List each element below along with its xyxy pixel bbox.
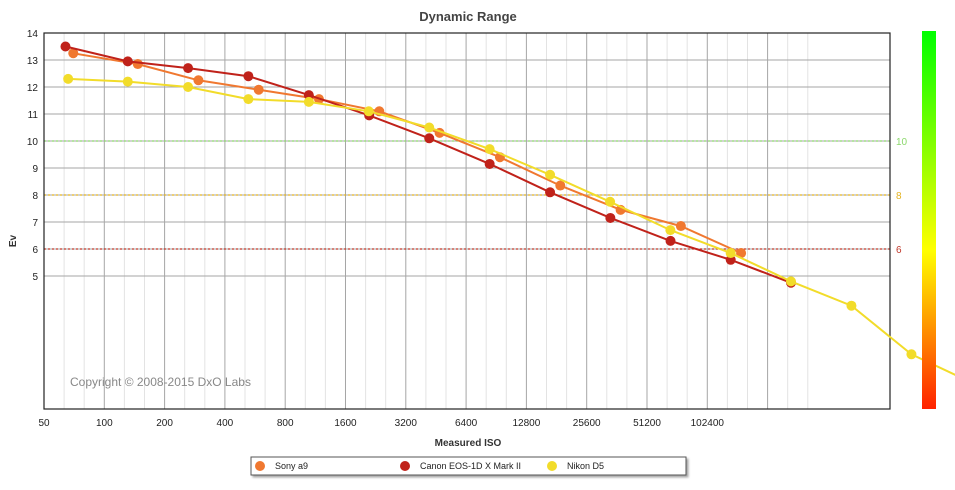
x-tick-label: 200: [156, 418, 173, 429]
series-group: [60, 41, 955, 376]
x-tick-label: 12800: [512, 418, 540, 429]
data-point: [183, 63, 194, 74]
data-point: [424, 122, 435, 133]
y-tick-label: 11: [28, 110, 39, 121]
data-point: [605, 212, 616, 223]
data-point: [675, 221, 686, 232]
data-point: [484, 144, 495, 155]
data-point: [183, 82, 194, 92]
data-point: [68, 48, 79, 59]
x-tick-label: 1600: [334, 418, 357, 429]
data-point: [725, 248, 736, 259]
legend-marker: [400, 461, 410, 471]
x-tick-label: 6400: [455, 418, 478, 429]
x-tick-label: 3200: [395, 418, 418, 429]
data-point: [132, 59, 143, 70]
series-0: [68, 48, 747, 259]
y-tick-label: 9: [32, 164, 38, 175]
series-2: [63, 73, 955, 376]
data-point: [665, 235, 676, 246]
data-point: [846, 300, 857, 311]
x-tick-label: 50: [38, 418, 50, 429]
reference-lines: 10 8 6: [44, 137, 908, 256]
x-tick-label: 102400: [691, 418, 725, 429]
data-point: [665, 225, 676, 236]
data-point: [545, 169, 556, 180]
data-point: [736, 248, 747, 259]
y-tick-label: 5: [32, 272, 38, 283]
data-point: [122, 56, 133, 67]
reference-line-label: 10: [896, 137, 908, 148]
y-axis-ticks: 5 6 7 8 9 10 11 12 13 14: [27, 29, 39, 283]
data-point: [555, 180, 566, 191]
x-tick-label: 51200: [633, 418, 661, 429]
legend-label: Nikon D5: [567, 461, 604, 471]
data-point: [906, 349, 917, 360]
data-point: [785, 276, 796, 287]
reference-line-label: 8: [896, 191, 902, 202]
chart-title: Dynamic Range: [419, 9, 517, 24]
series-1: [60, 41, 796, 288]
x-tick-label: 100: [96, 418, 113, 429]
data-point: [303, 96, 314, 107]
data-point: [484, 158, 495, 169]
data-point: [122, 76, 133, 87]
x-tick-label: 800: [277, 418, 294, 429]
y-tick-label: 6: [32, 245, 38, 256]
data-point: [193, 75, 204, 86]
series-line: [68, 77, 955, 376]
y-tick-label: 8: [32, 191, 38, 202]
data-point: [63, 73, 74, 84]
data-point: [605, 196, 616, 207]
legend-marker: [255, 461, 265, 471]
x-axis-title: Measured ISO: [435, 438, 502, 449]
y-tick-label: 14: [27, 29, 39, 40]
series-line: [73, 52, 742, 255]
y-tick-label: 7: [32, 218, 38, 229]
y-tick-label: 13: [27, 56, 39, 67]
copyright-annotation: Copyright © 2008-2015 DxO Labs: [70, 375, 251, 389]
data-point: [424, 133, 435, 144]
data-point: [253, 84, 264, 95]
data-point: [243, 71, 254, 82]
y-tick-label: 10: [27, 137, 39, 148]
y-axis-title: Ev: [8, 234, 19, 247]
y-tick-label: 12: [27, 83, 39, 94]
legend-items: Sony a9 Canon EOS-1D X Mark II Nikon D5: [255, 461, 604, 471]
legend-label: Canon EOS-1D X Mark II: [420, 461, 521, 471]
legend: Sony a9 Canon EOS-1D X Mark II Nikon D5: [250, 456, 687, 476]
data-point: [363, 106, 374, 117]
reference-line-label: 6: [896, 245, 902, 256]
x-tick-label: 25600: [573, 418, 601, 429]
series-line: [65, 45, 792, 284]
legend-marker: [547, 461, 557, 471]
legend-box: [250, 456, 687, 476]
data-point: [243, 94, 254, 105]
data-point: [60, 41, 71, 52]
colorbar: [922, 31, 936, 409]
grid: [44, 32, 890, 409]
data-point: [545, 187, 556, 198]
x-axis-ticks: 50 100 200 400 800 1600 3200 6400 12800 25600 5120…: [38, 418, 724, 429]
plot-area-border: [43, 32, 891, 410]
legend-label: Sony a9: [275, 461, 308, 471]
x-tick-label: 400: [217, 418, 234, 429]
